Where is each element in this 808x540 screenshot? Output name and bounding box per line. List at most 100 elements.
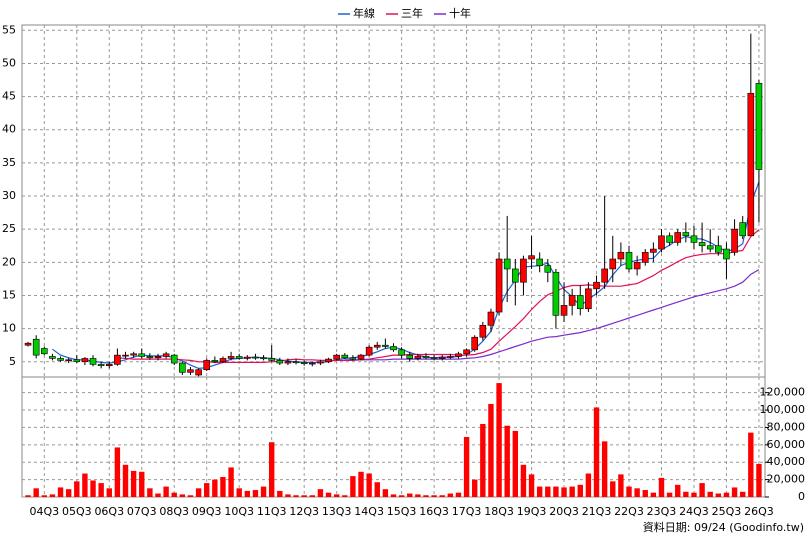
candle-body bbox=[568, 295, 576, 306]
volume-bar bbox=[496, 383, 502, 497]
volume-bar bbox=[358, 471, 364, 497]
y-tick-label: 50 bbox=[2, 56, 16, 69]
candle-body bbox=[373, 344, 381, 348]
candle-body bbox=[715, 245, 722, 253]
candle-body bbox=[731, 228, 738, 253]
x-tick-label: 08Q3 bbox=[159, 505, 189, 518]
volume-bar bbox=[163, 486, 169, 497]
volume-bar bbox=[41, 495, 48, 497]
volume-bar bbox=[398, 495, 405, 497]
volume-bar bbox=[569, 486, 575, 497]
volume-bar bbox=[220, 477, 226, 497]
candle-body bbox=[252, 356, 259, 359]
x-tick-label: 09Q3 bbox=[192, 505, 222, 518]
volume-bar bbox=[301, 495, 307, 497]
candle-body bbox=[73, 359, 81, 363]
volume-bar bbox=[382, 489, 389, 497]
volume-bar bbox=[293, 495, 299, 497]
volume-bar bbox=[463, 437, 470, 497]
volume-bar bbox=[90, 480, 96, 497]
volume-bar bbox=[658, 477, 665, 497]
volume-bar bbox=[626, 486, 632, 497]
volume-bar bbox=[25, 495, 31, 497]
candle-body bbox=[308, 362, 316, 365]
x-tick-label: 16Q3 bbox=[419, 505, 449, 518]
x-tick-label: 23Q3 bbox=[647, 505, 677, 518]
candle-body bbox=[187, 369, 194, 373]
candle-body bbox=[447, 356, 454, 358]
volume-bar bbox=[252, 490, 259, 497]
volume-bar bbox=[179, 494, 186, 497]
volume-bar bbox=[390, 494, 397, 497]
volume-bar bbox=[236, 488, 242, 497]
volume-bar bbox=[317, 489, 324, 497]
candle-body bbox=[755, 83, 763, 170]
candle-body bbox=[601, 268, 608, 283]
candle-body bbox=[325, 358, 332, 363]
volume-bar bbox=[731, 487, 738, 497]
volume-bar bbox=[748, 432, 754, 497]
volume-bar bbox=[155, 493, 161, 497]
volume-bar bbox=[528, 474, 535, 497]
candle-body bbox=[349, 357, 357, 360]
candle-body bbox=[552, 271, 560, 316]
volume-bar bbox=[82, 473, 88, 497]
volume-bar bbox=[601, 441, 608, 497]
candle-body bbox=[227, 356, 235, 359]
candle-body bbox=[382, 344, 389, 347]
volume-bar bbox=[431, 495, 437, 497]
volume-bar bbox=[415, 494, 421, 497]
candle-body bbox=[390, 346, 397, 351]
candle-body bbox=[32, 338, 40, 356]
candle-body bbox=[503, 258, 511, 270]
candle-body bbox=[195, 369, 202, 376]
candle-body bbox=[674, 232, 682, 243]
volume-bar bbox=[130, 470, 137, 497]
candle-body bbox=[49, 356, 56, 359]
volume-bar bbox=[447, 493, 454, 497]
volume-bar bbox=[691, 492, 697, 497]
candle-body bbox=[138, 353, 146, 357]
candle-body bbox=[170, 354, 178, 364]
candle-body bbox=[162, 353, 170, 357]
volume-bar bbox=[634, 488, 640, 497]
x-tick-label: 18Q3 bbox=[484, 505, 514, 518]
legend-label: 三年 bbox=[401, 6, 423, 20]
candle-body bbox=[57, 358, 64, 361]
legend-label: 十年 bbox=[449, 6, 471, 20]
volume-bar bbox=[98, 483, 104, 497]
candle-body bbox=[658, 235, 665, 250]
candle-body bbox=[81, 358, 89, 363]
volume-bar bbox=[342, 495, 348, 497]
legend: 年線 三年 十年 bbox=[338, 6, 471, 20]
candle-body bbox=[544, 265, 552, 273]
volume-bar bbox=[268, 442, 275, 497]
candle-body bbox=[89, 358, 97, 365]
volume-bar bbox=[593, 407, 600, 497]
volume-bar bbox=[536, 486, 543, 497]
x-tick-label: 17Q3 bbox=[452, 505, 482, 518]
volume-bar bbox=[171, 492, 177, 497]
volume-bar bbox=[187, 495, 194, 497]
candle-body bbox=[244, 356, 251, 359]
x-tick-label: 24Q3 bbox=[679, 505, 709, 518]
candle-body bbox=[455, 353, 462, 357]
candle-body bbox=[422, 356, 430, 359]
x-tick-label: 20Q3 bbox=[549, 505, 579, 518]
candle-body bbox=[414, 356, 422, 359]
volume-bar bbox=[472, 479, 478, 497]
volume-bar bbox=[147, 488, 153, 497]
candle-body bbox=[284, 361, 292, 364]
volume-bar bbox=[285, 494, 291, 497]
candle-body bbox=[641, 252, 649, 263]
x-tick-label: 15Q3 bbox=[387, 505, 417, 518]
candle-body bbox=[723, 248, 730, 260]
candle-body bbox=[341, 354, 349, 359]
candle-body bbox=[317, 361, 324, 364]
candle-body bbox=[706, 245, 714, 250]
volume-bar bbox=[683, 491, 689, 497]
y-tick-label: 15 bbox=[2, 288, 16, 301]
candle-body bbox=[41, 348, 48, 355]
x-tick-label: 11Q3 bbox=[257, 505, 287, 518]
